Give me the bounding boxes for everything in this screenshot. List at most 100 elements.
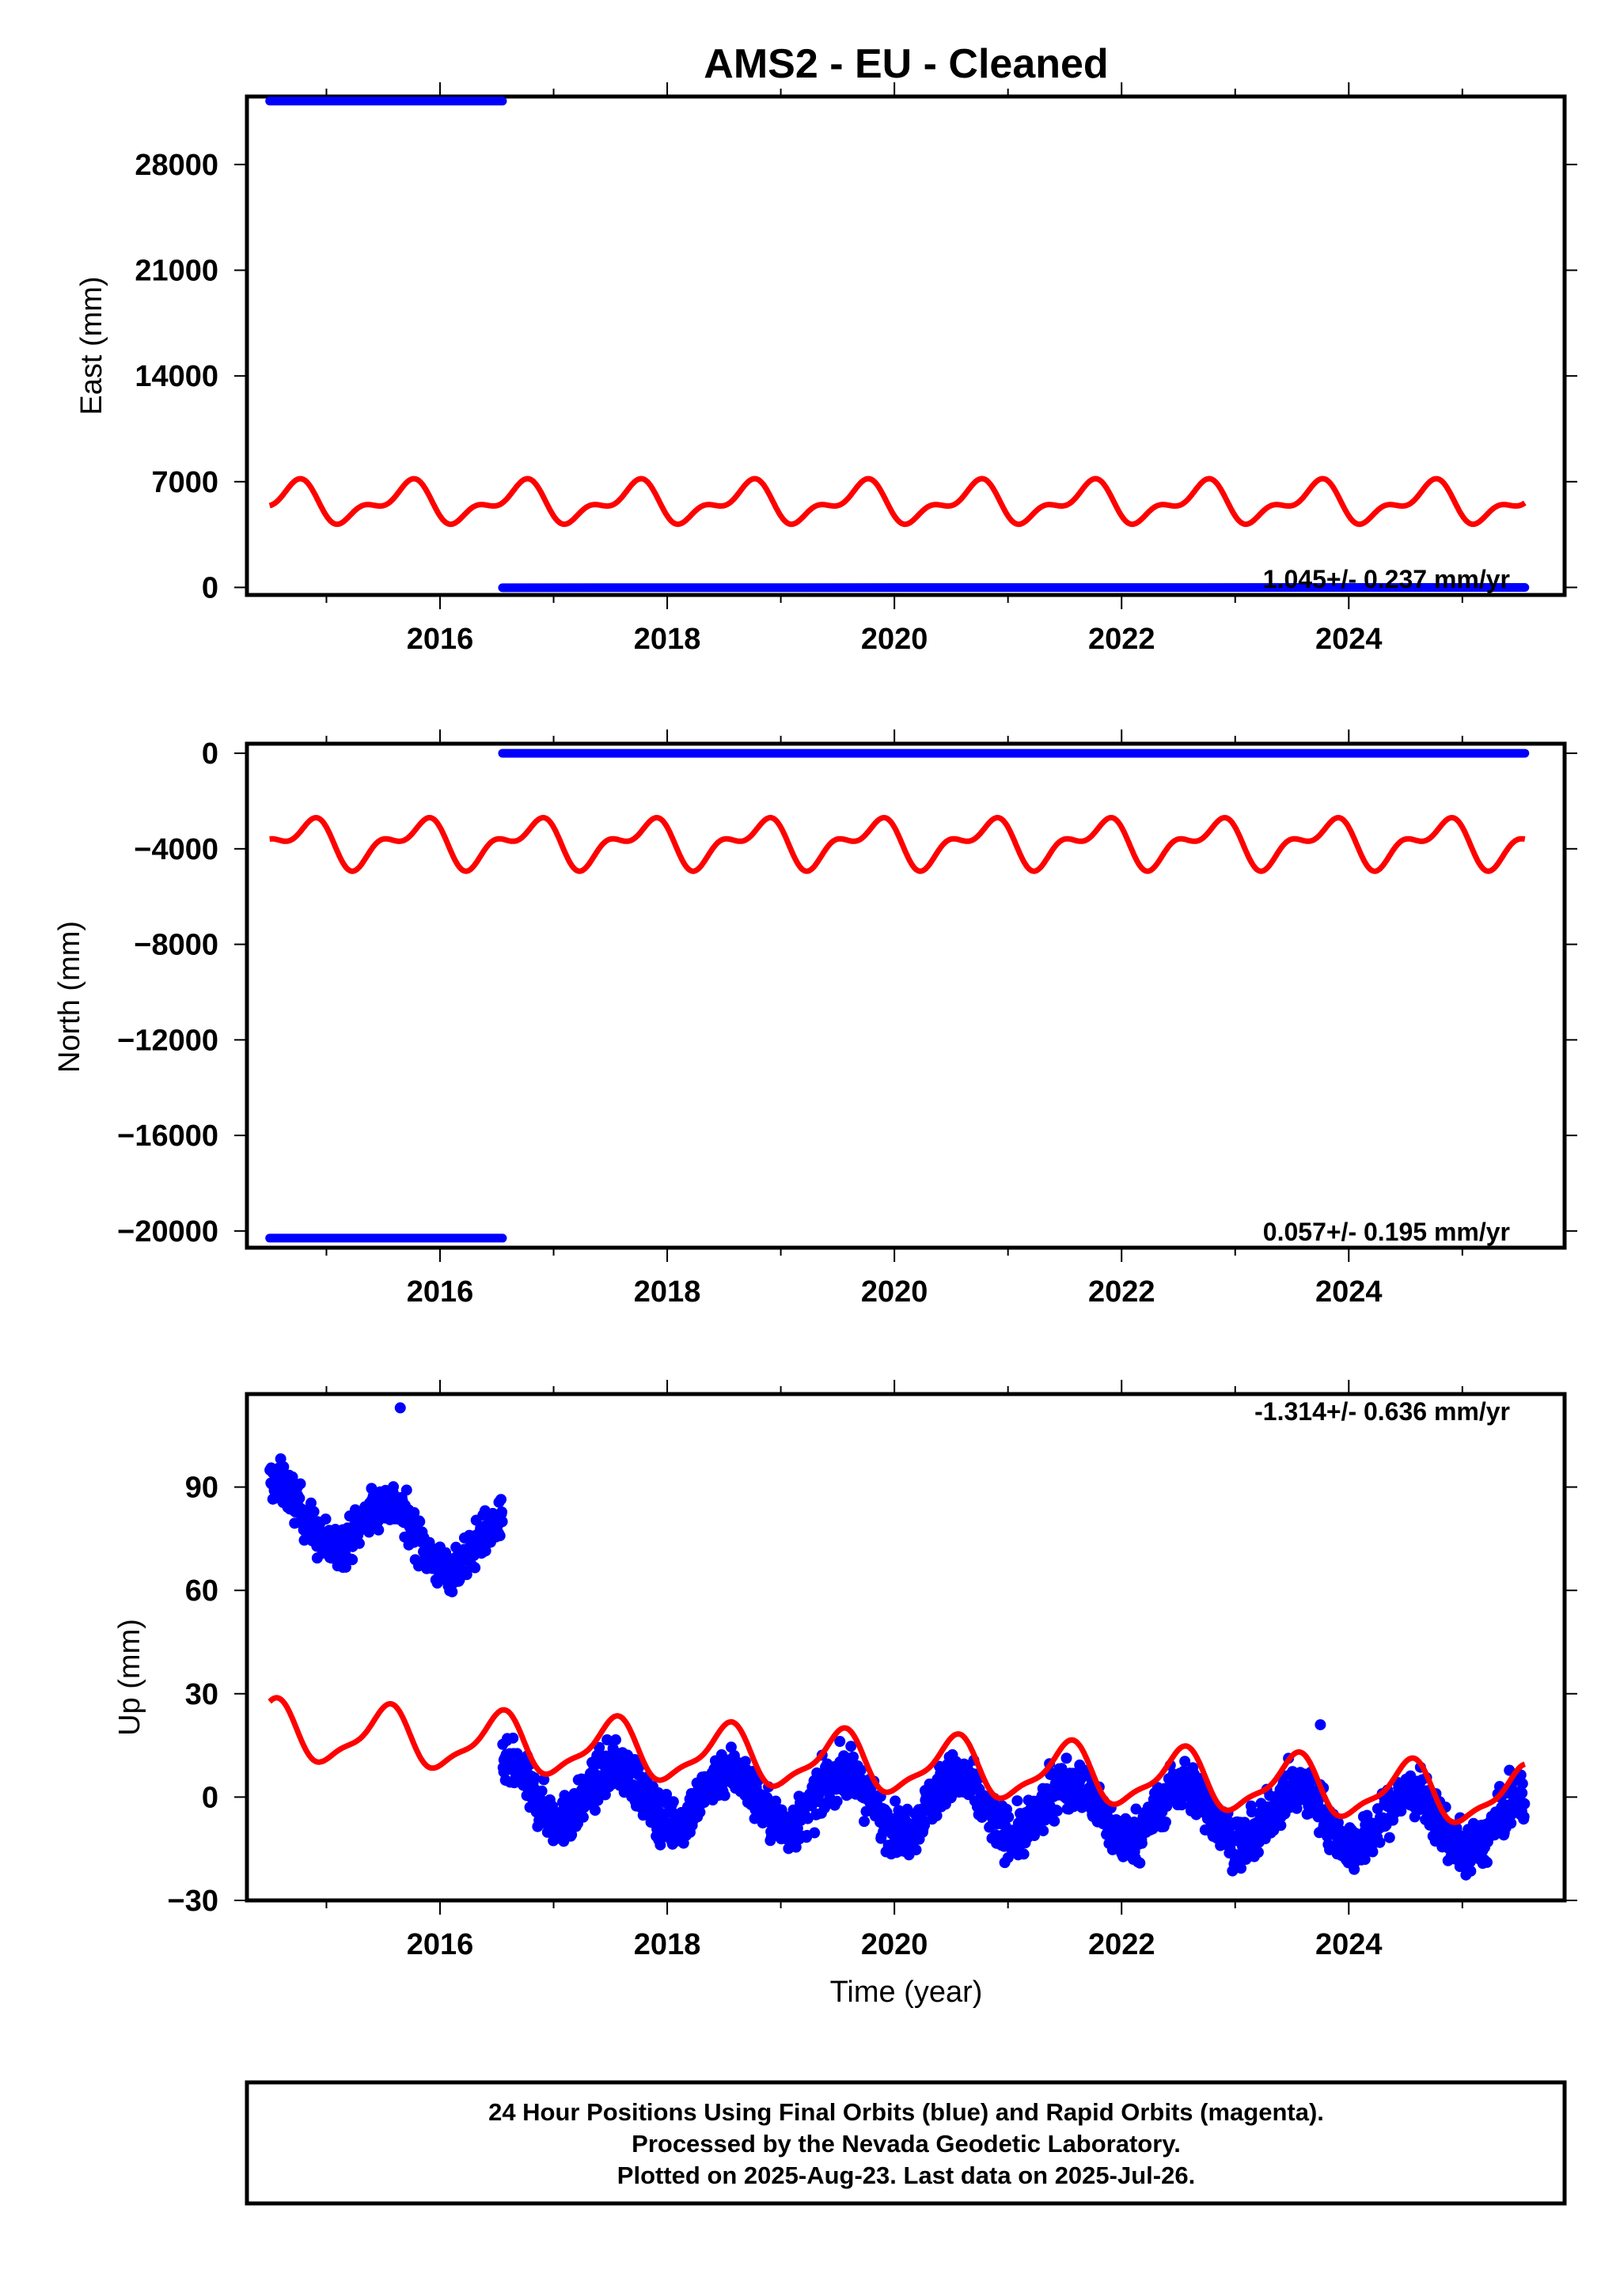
up-daily-position-point bbox=[1275, 1820, 1287, 1832]
up-daily-position-point bbox=[289, 1517, 301, 1529]
up-daily-position-point bbox=[1409, 1811, 1421, 1823]
up-daily-position-point bbox=[1003, 1811, 1015, 1823]
footer-line-2: Processed by the Nevada Geodetic Laborat… bbox=[632, 2130, 1181, 2158]
up-daily-position-point bbox=[469, 1562, 481, 1574]
up-y-tick-label: 30 bbox=[185, 1678, 218, 1711]
north-x-ticks: 2016 2018 2020 2022 2024 bbox=[325, 729, 1463, 1309]
up-daily-position-point bbox=[589, 1805, 601, 1817]
up-daily-position-point bbox=[1235, 1862, 1247, 1874]
up-daily-position-point bbox=[414, 1516, 426, 1528]
up-daily-position-point bbox=[496, 1516, 508, 1528]
up-daily-position-point bbox=[1359, 1854, 1371, 1866]
east-rate-label: 1.045+/- 0.237 mm/yr bbox=[1263, 565, 1510, 593]
up-axis-label: Up (mm) bbox=[113, 1619, 146, 1736]
north-x-tick-label: 2018 bbox=[634, 1275, 701, 1309]
east-data-marks bbox=[265, 97, 1530, 593]
up-data-marks bbox=[264, 1402, 1531, 1881]
east-seasonal-model-line bbox=[268, 475, 1527, 528]
up-y-ticks: −30 0 30 60 90 bbox=[168, 1472, 1577, 1918]
up-daily-position-point bbox=[845, 1741, 857, 1752]
up-daily-position-point bbox=[661, 1788, 673, 1800]
up-daily-position-point bbox=[739, 1756, 751, 1767]
up-daily-position-point bbox=[320, 1513, 332, 1525]
up-daily-position-point bbox=[286, 1471, 298, 1483]
up-daily-position-point bbox=[1018, 1848, 1030, 1860]
up-daily-position-point bbox=[577, 1811, 589, 1823]
up-y-tick-label: 0 bbox=[202, 1781, 218, 1814]
north-panel: 2016 2018 2020 2022 2024 0 −4000 −8000 −12000 −1… bbox=[53, 729, 1577, 1309]
east-x-tick-label: 2024 bbox=[1315, 623, 1383, 656]
up-daily-position-point bbox=[1159, 1816, 1171, 1828]
east-x-tick-label: 2018 bbox=[634, 623, 701, 656]
north-y-tick-label: 0 bbox=[202, 737, 218, 771]
up-daily-position-point bbox=[507, 1732, 519, 1744]
up-x-tick-label: 2024 bbox=[1315, 1928, 1383, 1961]
up-daily-position-point bbox=[1130, 1803, 1142, 1815]
up-daily-position-point bbox=[890, 1795, 901, 1807]
up-x-tick-label: 2020 bbox=[861, 1928, 928, 1961]
up-daily-position-point bbox=[719, 1790, 730, 1802]
up-daily-position-point bbox=[588, 1760, 600, 1772]
up-daily-position-point bbox=[601, 1734, 613, 1746]
up-daily-position-point bbox=[408, 1506, 420, 1518]
up-daily-position-point bbox=[715, 1749, 727, 1760]
north-y-tick-label: −8000 bbox=[134, 929, 218, 962]
up-daily-position-point bbox=[1190, 1809, 1202, 1821]
up-daily-position-point bbox=[340, 1561, 351, 1573]
up-daily-position-point bbox=[461, 1569, 472, 1581]
up-daily-position-point bbox=[495, 1494, 507, 1506]
up-daily-position-point bbox=[1367, 1846, 1379, 1858]
up-daily-position-point bbox=[494, 1530, 506, 1542]
up-daily-position-point bbox=[1002, 1852, 1014, 1864]
up-daily-position-point bbox=[931, 1809, 943, 1821]
up-daily-position-point bbox=[1481, 1856, 1493, 1868]
east-y-tick-label: 0 bbox=[202, 571, 218, 604]
footer-line-1: 24 Hour Positions Using Final Orbits (bl… bbox=[488, 2098, 1324, 2126]
up-daily-position-point bbox=[388, 1481, 400, 1493]
up-daily-position-point bbox=[1049, 1815, 1060, 1827]
up-daily-position-point bbox=[347, 1554, 359, 1566]
up-daily-position-point bbox=[496, 1506, 508, 1518]
up-daily-position-point bbox=[480, 1545, 491, 1557]
east-x-tick-label: 2020 bbox=[861, 623, 928, 656]
north-y-tick-label: −4000 bbox=[134, 833, 218, 866]
up-y-tick-label: 90 bbox=[185, 1472, 218, 1505]
up-daily-position-point bbox=[353, 1537, 365, 1549]
up-daily-position-point bbox=[1011, 1795, 1023, 1807]
up-seasonal-model-line bbox=[267, 1695, 1527, 1825]
east-x-tick-label: 2016 bbox=[407, 623, 474, 656]
x-axis-label: Time (year) bbox=[830, 1976, 983, 2009]
up-daily-position-point bbox=[536, 1785, 548, 1797]
up-daily-position-point bbox=[834, 1735, 846, 1747]
up-daily-position-point bbox=[294, 1478, 306, 1490]
up-daily-position-point bbox=[1374, 1836, 1386, 1848]
up-daily-position-point bbox=[809, 1827, 821, 1839]
up-x-ticks: 2016 2018 2020 2022 2024 bbox=[325, 1380, 1463, 1961]
east-y-ticks: 0 7000 14000 21000 28000 bbox=[135, 149, 1577, 604]
east-y-tick-label: 7000 bbox=[151, 466, 218, 499]
up-daily-position-point bbox=[855, 1764, 867, 1776]
up-daily-position-point bbox=[1383, 1832, 1395, 1843]
east-y-tick-label: 28000 bbox=[135, 149, 218, 182]
east-y-tick-label: 21000 bbox=[135, 255, 218, 288]
up-daily-position-point bbox=[1361, 1809, 1373, 1821]
up-daily-position-point bbox=[305, 1497, 317, 1509]
up-rate-label: -1.314+/- 0.636 mm/yr bbox=[1254, 1397, 1510, 1426]
up-daily-position-point bbox=[1179, 1756, 1191, 1767]
up-daily-position-point bbox=[294, 1492, 305, 1504]
north-x-tick-label: 2022 bbox=[1088, 1275, 1155, 1309]
north-x-tick-label: 2024 bbox=[1315, 1275, 1383, 1309]
north-x-tick-label: 2016 bbox=[407, 1275, 474, 1309]
up-daily-position-point bbox=[831, 1795, 843, 1807]
east-x-ticks: 2016 2018 2020 2022 2024 bbox=[325, 82, 1463, 656]
up-daily-position-point bbox=[278, 1461, 290, 1472]
north-seasonal-model-line bbox=[268, 814, 1527, 874]
up-daily-position-point bbox=[848, 1751, 859, 1763]
up-daily-position-point bbox=[1252, 1847, 1264, 1858]
up-daily-position-point bbox=[667, 1796, 679, 1808]
up-x-tick-label: 2018 bbox=[634, 1928, 701, 1961]
north-axis-label: North (mm) bbox=[53, 921, 86, 1073]
east-x-tick-label: 2022 bbox=[1088, 623, 1155, 656]
